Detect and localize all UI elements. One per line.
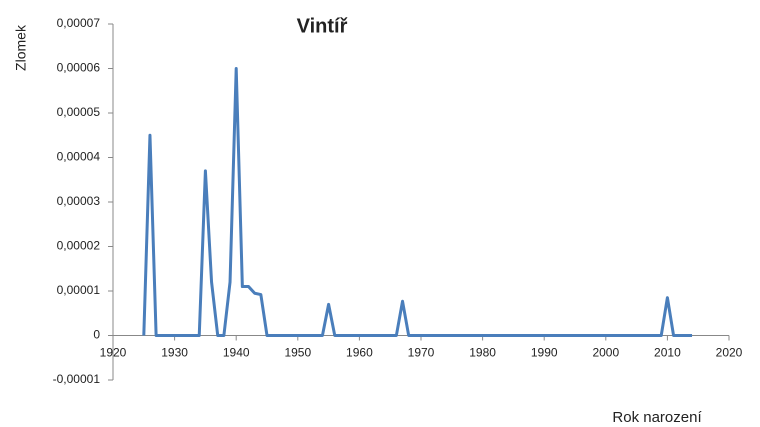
y-axis-label: Zlomek xyxy=(13,24,29,71)
y-tick-label: 0 xyxy=(93,328,100,342)
y-tick-label: 0,00007 xyxy=(57,16,101,30)
x-tick-label: 2020 xyxy=(716,346,743,360)
x-tick-label: 1990 xyxy=(531,346,558,360)
x-tick-label: 2000 xyxy=(592,346,619,360)
x-tick-label: 1940 xyxy=(223,346,250,360)
x-axis-label: Rok narození xyxy=(612,409,702,426)
y-tick-label: 0,00002 xyxy=(57,239,101,253)
y-tick-label: 0,00003 xyxy=(57,194,101,208)
y-tick-label: 0,00005 xyxy=(57,105,101,119)
x-tick-label: 1950 xyxy=(284,346,311,360)
line-series xyxy=(142,67,693,337)
chart-title: Vintíř xyxy=(297,15,348,37)
x-tick-label: 1960 xyxy=(346,346,373,360)
x-tick-label: 1970 xyxy=(408,346,435,360)
x-tick-label: 2010 xyxy=(654,346,681,360)
x-tick-label: 1930 xyxy=(161,346,188,360)
x-tick-label: 1980 xyxy=(469,346,496,360)
y-tick-label: 0,00001 xyxy=(57,283,101,297)
y-tick-label: -0,00001 xyxy=(53,372,101,386)
y-tick-label: 0,00006 xyxy=(57,61,101,75)
y-tick-label: 0,00004 xyxy=(57,150,101,164)
x-tick-label: 1920 xyxy=(100,346,127,360)
